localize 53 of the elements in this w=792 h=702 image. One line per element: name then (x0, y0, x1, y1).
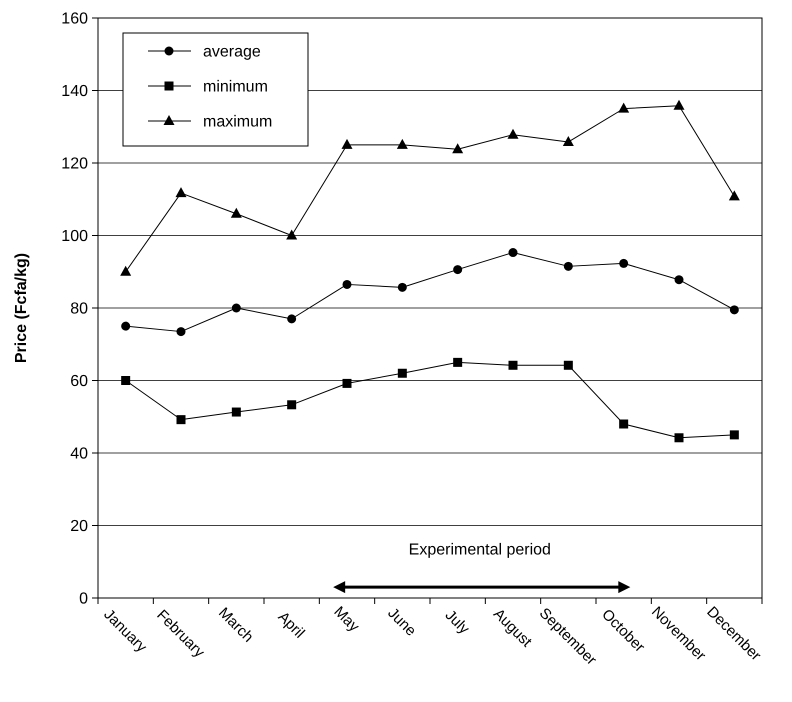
legend-label: average (203, 44, 261, 61)
y-tick-label: 0 (79, 590, 88, 608)
point (508, 360, 518, 370)
point (453, 358, 462, 367)
point (730, 430, 739, 440)
point (452, 143, 464, 154)
point (728, 190, 740, 200)
point (453, 265, 462, 274)
point (619, 258, 628, 268)
point (342, 138, 352, 149)
point (508, 128, 518, 139)
y-tick-label: 60 (70, 373, 88, 390)
point (176, 327, 186, 336)
point (121, 322, 130, 331)
point (398, 282, 407, 292)
y-tick-label: 160 (61, 10, 88, 28)
y-tick-label: 80 (70, 300, 88, 318)
point (674, 433, 684, 442)
point (396, 138, 408, 149)
point (121, 376, 130, 385)
y-tick-label: 100 (61, 228, 88, 246)
y-tick-label: 20 (70, 518, 88, 536)
point (232, 408, 241, 417)
point (508, 248, 518, 258)
point (286, 230, 298, 240)
point (230, 208, 242, 218)
y-tick-label: 40 (70, 446, 88, 463)
point (287, 400, 296, 410)
point (120, 266, 132, 276)
point (232, 304, 241, 312)
legend-label: minimum (203, 78, 268, 96)
point (674, 275, 684, 284)
point (562, 136, 574, 146)
point (730, 305, 739, 314)
point (176, 415, 186, 424)
x-tick-label: July (442, 606, 473, 638)
point (618, 102, 630, 113)
y-tick-label: 140 (61, 83, 88, 100)
point (564, 262, 573, 271)
legend-label: maximum (203, 114, 272, 131)
point (287, 314, 296, 324)
point (342, 378, 352, 388)
point (176, 187, 186, 198)
x-tick-label: April (274, 608, 308, 642)
point (342, 280, 352, 289)
point (619, 420, 628, 428)
x-tick-label: May (330, 603, 363, 636)
y-tick-label: 120 (61, 156, 88, 173)
point (398, 368, 407, 378)
annotation: Experimental period (408, 542, 551, 558)
y-axis-title: Price (Fcfa/kg) (13, 252, 30, 364)
point (674, 100, 684, 110)
point (564, 360, 573, 370)
